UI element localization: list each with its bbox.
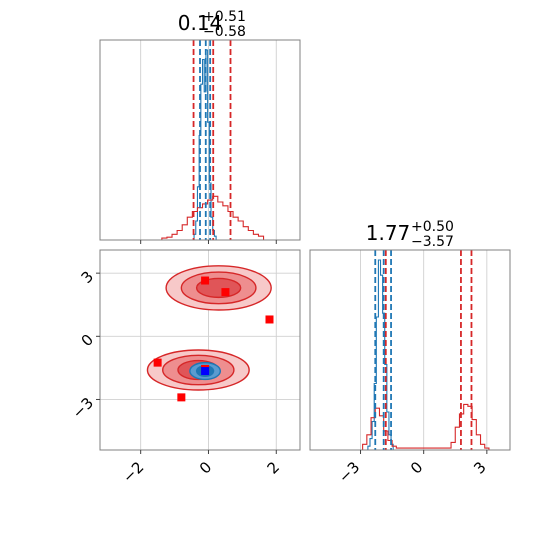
marginal-2-histogram-0 — [367, 259, 394, 450]
marginal-1-quantile-lines — [192, 40, 232, 240]
joint-frame — [99, 249, 301, 451]
joint-y-tick-label-2: −3 — [69, 394, 97, 422]
marginal-2-ticks: 3 0 −3 — [335, 450, 490, 486]
red-marker-1 — [221, 288, 230, 297]
joint-y-tick-label-1: 0 — [78, 331, 97, 350]
marginal-2-histograms — [362, 259, 490, 450]
joint-x-tick-label-2: 2 — [264, 458, 283, 477]
marginal-2-title: 1.77 — [366, 221, 411, 245]
blue-marker-0 — [201, 367, 210, 376]
joint-grid — [100, 250, 300, 450]
marginal-panel-2: 3 0 −3 1.77 +0.50 −3.57 — [309, 219, 511, 486]
marginal-2-tick-label-2: −3 — [335, 458, 363, 486]
marginal-1-frame — [99, 39, 301, 241]
marginal-1-title: 0.14 — [178, 11, 223, 35]
joint-panel: −2 0 2 3 0 −3 — [69, 249, 301, 486]
marginal-panel-1: 0.14 +0.51 −0.58 — [99, 9, 301, 244]
marginal-1-grid — [140, 40, 277, 240]
red-marker-4 — [177, 393, 186, 402]
red-marker-2 — [265, 315, 274, 324]
joint-markers — [153, 276, 274, 402]
marginal-1-ticks — [140, 240, 277, 244]
marginal-2-histogram-1 — [362, 403, 490, 450]
marginal-2-title-median: 1.77 — [366, 221, 411, 245]
marginal-2-title-minus: −3.57 — [411, 234, 454, 250]
red-marker-0 — [201, 276, 210, 285]
joint-contours — [146, 265, 272, 391]
red-marker-3 — [153, 358, 162, 367]
marginal-2-quantile-lines — [374, 250, 473, 450]
joint-x-tick-label-0: −2 — [119, 458, 147, 486]
marginal-2-tick-label-1: 0 — [407, 458, 426, 477]
marginal-1-title-minus: −0.58 — [203, 24, 246, 40]
marginal-1-title-plus: +0.51 — [203, 9, 246, 25]
joint-y-tick-label-0: 3 — [78, 268, 97, 287]
marginal-1-title-median: 0.14 — [178, 11, 223, 35]
marginal-2-grid — [360, 250, 488, 450]
marginal-2-title-plus: +0.50 — [411, 219, 454, 235]
marginal-2-tick-label-0: 3 — [470, 458, 489, 477]
marginal-2-frame — [309, 249, 511, 451]
joint-x-tick-label-1: 0 — [196, 458, 215, 477]
